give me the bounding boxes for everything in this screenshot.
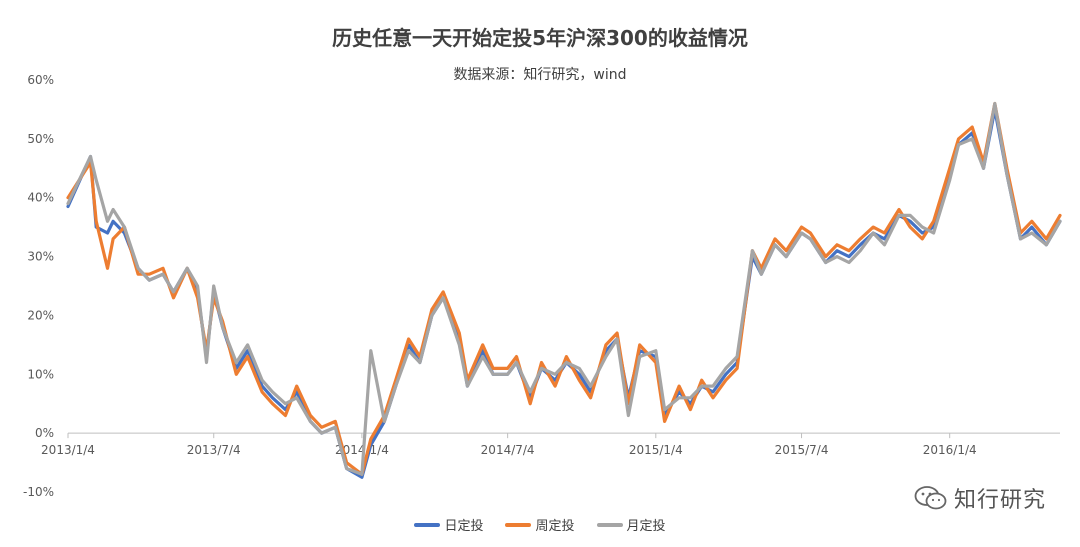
y-tick-label: 40% — [27, 191, 54, 205]
wechat-icon — [914, 486, 947, 510]
legend-swatch-month — [596, 522, 623, 527]
legend-label-day: 日定投 — [444, 519, 484, 534]
legend-swatch-day — [414, 522, 441, 527]
y-tick-label: 60% — [27, 73, 54, 87]
y-tick-label: 10% — [27, 367, 54, 381]
y-tick-label: 20% — [27, 308, 54, 322]
legend-item-week: 周定投 — [505, 515, 575, 534]
y-tick-label: 30% — [27, 250, 54, 264]
x-tick-label: 2015/1/4 — [629, 443, 683, 457]
y-tick-label: 50% — [27, 132, 54, 146]
chart-subtitle: 数据来源：知行研究，wind — [453, 67, 627, 83]
x-tick-label: 2013/7/4 — [187, 443, 241, 457]
chart-title: 历史任意一天开始定投5年沪深300的收益情况 — [332, 26, 748, 50]
legend-label-week: 周定投 — [535, 519, 575, 534]
y-tick-label: 0% — [35, 426, 54, 440]
legend-swatch-week — [505, 522, 532, 527]
x-tick-label: 2014/1/4 — [335, 443, 389, 457]
x-tick-label: 2015/7/4 — [775, 443, 829, 457]
series-line-3 — [66, 101, 1062, 476]
series-line-2 — [66, 101, 1062, 476]
watermark-text: 知行研究 — [953, 488, 1046, 513]
x-tick-label: 2013/1/4 — [41, 443, 95, 457]
y-tick-label: -10% — [23, 485, 54, 499]
watermark: 知行研究 — [914, 482, 1046, 514]
legend-item-day: 日定投 — [414, 515, 483, 534]
x-tick-label: 2016/1/4 — [923, 443, 977, 457]
x-tick-label: 2014/7/4 — [481, 443, 535, 457]
legend-label-month: 月定投 — [626, 519, 666, 534]
legend: 日定投 周定投 月定投 — [0, 515, 1080, 534]
legend-item-month: 月定投 — [596, 515, 666, 534]
